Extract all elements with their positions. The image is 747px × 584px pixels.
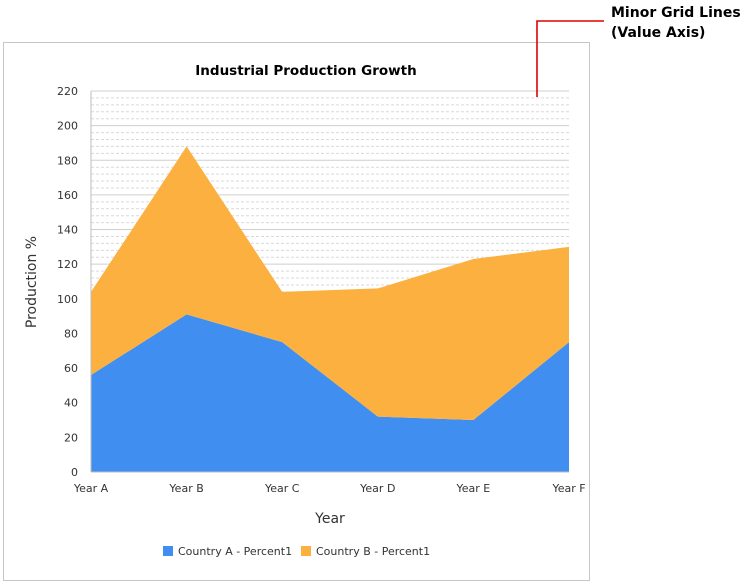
y-tick-label: 200 [57,120,78,133]
y-tick-label: 20 [64,431,78,444]
y-tick-label: 80 [64,327,78,340]
y-tick-label: 40 [64,397,78,410]
y-tick-label: 100 [57,293,78,306]
legend: Country A - Percent1 Country B - Percent1 [163,545,430,558]
x-tick-label: Year D [359,482,395,495]
x-tick-label: Year B [168,482,203,495]
axes [90,91,569,473]
annotation-callout: Minor Grid Lines (Value Axis) [611,3,741,43]
area-series-group [91,146,569,472]
annotation-pointer-line [536,20,604,97]
x-tick-label: Year F [551,482,585,495]
legend-label: Country A - Percent1 [178,545,292,558]
legend-label: Country B - Percent1 [316,545,430,558]
chart-title: Industrial Production Growth [195,63,416,79]
annotation-line-2: (Value Axis) [611,25,706,41]
y-tick-label: 0 [71,466,78,479]
x-tick-label: Year E [456,482,491,495]
y-tick-label: 180 [57,154,78,167]
y-tick-label: 220 [57,85,78,98]
y-tick-label: 160 [57,189,78,202]
y-tick-label: 60 [64,362,78,375]
annotation-line-1: Minor Grid Lines [611,5,741,21]
x-tick-labels: Year A Year B Year C Year D Year E Year F [73,482,586,495]
legend-swatch [163,546,173,556]
x-axis-label: Year [314,511,345,527]
y-tick-label: 140 [57,224,78,237]
y-tick-label: 120 [57,258,78,271]
y-tick-labels: 0 20 40 60 80 100 120 140 160 180 200 220 [57,85,78,479]
y-axis-label: Production % [24,236,40,328]
area-series-2 [91,146,569,421]
area-series-1 [91,314,569,472]
x-tick-label: Year C [264,482,300,495]
x-tick-label: Year A [73,482,109,495]
legend-swatch [301,546,311,556]
